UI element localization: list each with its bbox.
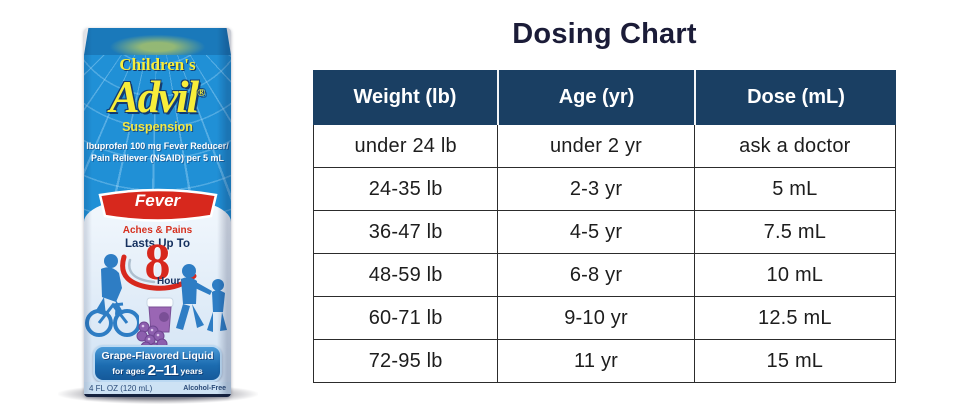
duration-number: 8 bbox=[144, 234, 171, 291]
table-row: 24-35 lb 2-3 yr 5 mL bbox=[314, 167, 895, 210]
weight-cell: 48-59 lb bbox=[368, 263, 443, 286]
brand-prefix-text: Children's bbox=[119, 55, 196, 74]
flavor-badge: Grape-Flavored Liquid for ages 2–11 year… bbox=[93, 345, 222, 382]
subtitle-text: Suspension bbox=[122, 120, 193, 134]
column-header-weight: Weight (lb) bbox=[353, 86, 457, 108]
kid-on-bike-silhouette-icon bbox=[85, 254, 139, 337]
ages-prefix: for ages bbox=[112, 366, 148, 376]
dose-cell: 5 mL bbox=[693, 168, 895, 210]
fever-banner-label: Fever bbox=[134, 191, 181, 210]
table-row: 60-71 lb 9-10 yr 12.5 mL bbox=[314, 296, 895, 339]
box-top-flap bbox=[84, 28, 231, 55]
weight-cell: under 24 lb bbox=[354, 134, 457, 157]
age-cell: 4-5 yr bbox=[497, 211, 693, 253]
column-header-dose: Dose (mL) bbox=[694, 70, 896, 125]
fever-ribbon: Fever bbox=[94, 187, 222, 223]
alcohol-free-text: Alcohol-Free bbox=[183, 384, 226, 392]
advil-product-box: Children's Advil® Suspension Ibuprofen 1… bbox=[58, 28, 258, 404]
registered-mark: ® bbox=[197, 87, 206, 99]
box-front: Children's Advil® Suspension Ibuprofen 1… bbox=[84, 28, 231, 397]
table-body: under 24 lb under 2 yr ask a doctor 24-3… bbox=[313, 125, 896, 383]
ribbon-shape-graphic bbox=[97, 188, 218, 222]
volume-text: 4 FL OZ (120 mL) bbox=[89, 383, 153, 393]
age-cell: 6-8 yr bbox=[497, 254, 693, 296]
dose-cell: 15 mL bbox=[693, 340, 895, 382]
box-bottom-strip: 4 FL OZ (120 mL) Alcohol-Free bbox=[84, 382, 231, 394]
weight-cell: 24-35 lb bbox=[368, 177, 443, 200]
table-header-row: Weight (lb) Age (yr) Dose (mL) bbox=[313, 70, 896, 125]
lasts-up-to-text: Lasts Up To bbox=[125, 238, 190, 250]
dose-cell: ask a doctor bbox=[693, 125, 895, 167]
table-row: 72-95 lb 11 yr 15 mL bbox=[314, 339, 895, 382]
dose-cell: 12.5 mL bbox=[693, 297, 895, 339]
weight-cell: 36-47 lb bbox=[368, 220, 443, 243]
grape-dosing-cup-graphic bbox=[136, 297, 174, 354]
dose-cell: 10 mL bbox=[693, 254, 895, 296]
weight-cell: 72-95 lb bbox=[368, 349, 443, 372]
age-cell: 9-10 yr bbox=[497, 297, 693, 339]
ages-text: for ages 2–11 years bbox=[95, 362, 220, 379]
table-row: under 24 lb under 2 yr ask a doctor bbox=[314, 125, 895, 167]
dosing-table: Weight (lb) Age (yr) Dose (mL) under 24 … bbox=[313, 70, 896, 383]
age-cell: 11 yr bbox=[497, 340, 693, 382]
duration-unit-text: Hours bbox=[157, 276, 186, 287]
playing-kids-silhouette-icon bbox=[176, 264, 227, 332]
age-cell: under 2 yr bbox=[497, 125, 693, 167]
brand-logo-word: Advil bbox=[109, 72, 199, 122]
brand-logo-text: Advil® bbox=[84, 69, 231, 121]
weight-cell: 60-71 lb bbox=[368, 306, 443, 329]
ages-range: 2–11 bbox=[147, 362, 179, 379]
table-row: 36-47 lb 4-5 yr 7.5 mL bbox=[314, 210, 895, 253]
dose-cell: 7.5 mL bbox=[693, 211, 895, 253]
aches-pains-text: Aches & Pains bbox=[122, 225, 193, 236]
dosing-chart-title: Dosing Chart bbox=[512, 18, 697, 50]
box-base-edge bbox=[84, 394, 231, 397]
drug-facts-line2: Pain Reliever (NSAID) per 5 mL bbox=[90, 152, 225, 163]
column-header-age: Age (yr) bbox=[497, 70, 694, 125]
drug-facts-text: Ibuprofen 100 mg Fever Reducer/ Pain Rel… bbox=[84, 141, 231, 164]
flavor-text: Grape-Flavored Liquid bbox=[101, 350, 214, 362]
ages-suffix: years bbox=[178, 366, 203, 376]
table-row: 48-59 lb 6-8 yr 10 mL bbox=[314, 253, 895, 296]
age-cell: 2-3 yr bbox=[497, 168, 693, 210]
drug-facts-line1: Ibuprofen 100 mg Fever Reducer/ bbox=[86, 141, 229, 151]
